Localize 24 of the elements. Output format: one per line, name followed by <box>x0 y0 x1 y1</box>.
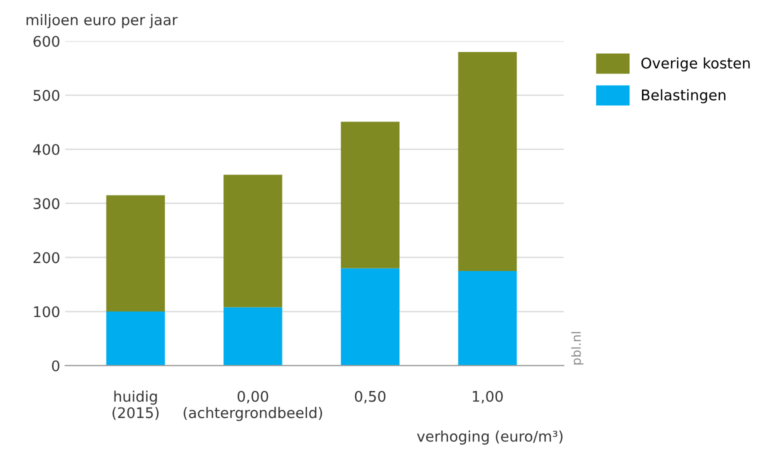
bar <box>340 268 400 366</box>
y-tick-label: 500 <box>34 90 60 101</box>
bar <box>224 307 282 366</box>
legend-label: Belastingen <box>642 89 726 104</box>
y-tick-label: 300 <box>34 198 60 210</box>
x-tick-label: huidig (2015) <box>112 390 159 420</box>
text: pbl.nl <box>571 332 584 364</box>
x-tick-label: 0,00 (achtergrondbeeld) <box>184 390 322 422</box>
bar <box>224 174 282 308</box>
y-tick-label: 400 <box>33 144 60 156</box>
bar <box>340 122 400 268</box>
y-tick-label: 200 <box>34 252 60 264</box>
bar <box>458 270 517 366</box>
bar <box>458 52 517 271</box>
x-tick-label: 1,00 <box>472 390 503 404</box>
x-axis-title: verhoging (euro/m³) <box>417 430 562 445</box>
y-axis-title: miljoen euro per jaar <box>26 14 178 28</box>
bar <box>106 195 165 312</box>
bar <box>106 312 165 366</box>
x-tick-label: 0,50 <box>354 390 386 404</box>
legend-label: Overige kosten <box>641 57 750 72</box>
y-tick-label: 0 <box>52 360 60 372</box>
y-tick-label: 100 <box>34 306 60 318</box>
y-tick-label: 600 <box>34 36 60 47</box>
